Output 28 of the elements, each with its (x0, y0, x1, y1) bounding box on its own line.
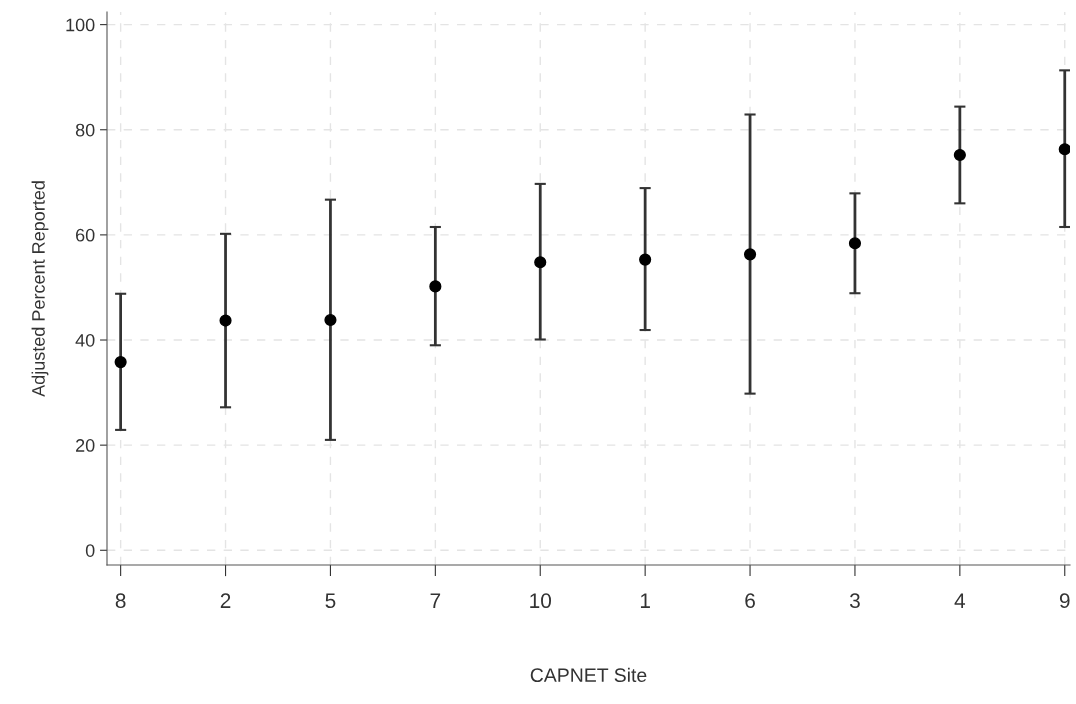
x-tick-label: 7 (430, 593, 441, 608)
x-tick-label: 1 (640, 593, 650, 608)
x-axis-title: CAPNET Site (530, 667, 647, 683)
point (534, 256, 547, 269)
x-tick-label: 10 (530, 593, 552, 609)
x-tick-label: 4 (954, 593, 966, 608)
y-tick-label: 20 (76, 439, 95, 452)
y-axis-title: Adjusted Percent Reported (31, 181, 49, 397)
x-tick-label: 8 (115, 593, 126, 609)
x-tick-label: 9 (1059, 593, 1070, 609)
y-tick-label: 0 (85, 544, 95, 557)
y-tick-label: 80 (75, 123, 95, 137)
point (848, 237, 862, 250)
x-tick-label: 5 (325, 593, 336, 609)
point (1058, 143, 1070, 156)
point (114, 356, 127, 369)
point (219, 314, 232, 327)
point (953, 148, 966, 162)
point (429, 280, 442, 293)
x-tick-label: 3 (849, 593, 860, 609)
x-tick-label: 6 (745, 593, 755, 609)
y-tick-label: 60 (76, 228, 95, 242)
x-tick-label: 2 (220, 593, 231, 608)
y-tick-label: 40 (75, 333, 95, 347)
point (639, 253, 652, 266)
point (743, 248, 757, 261)
point (324, 313, 337, 327)
y-tick-label: 100 (66, 18, 95, 32)
